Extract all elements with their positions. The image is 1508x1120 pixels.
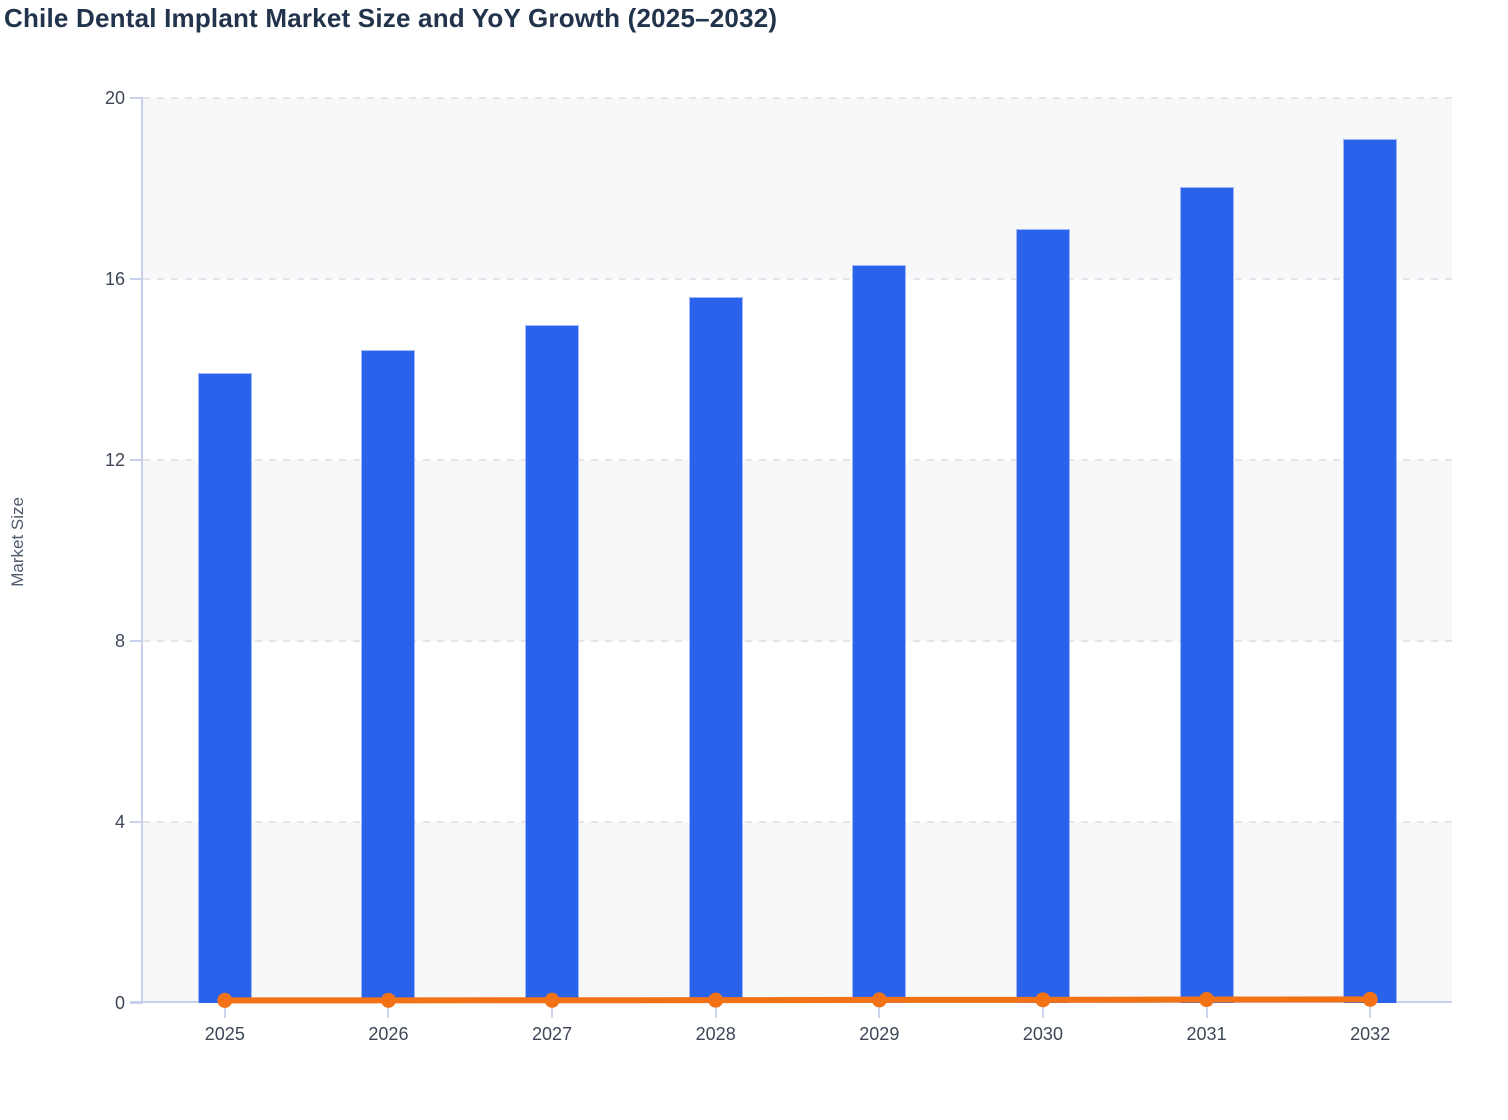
y-tick-label: 16: [104, 269, 125, 289]
gridline-y-16: [143, 278, 1452, 280]
y-tick: [130, 640, 143, 642]
yoy-growth-marker: [1035, 992, 1051, 1008]
bar-2029: [852, 264, 907, 1003]
yoy-growth-marker: [1199, 992, 1215, 1008]
bar-2025: [197, 373, 252, 1003]
bar-2031: [1179, 186, 1234, 1003]
y-tick-label: 8: [114, 631, 125, 651]
y-tick: [130, 1002, 143, 1004]
plot-band: [143, 822, 1452, 1003]
y-axis-title: Market Size: [8, 497, 27, 587]
x-tick: [387, 1003, 390, 1018]
gridline-y-20: [143, 97, 1452, 99]
yoy-growth-path: [221, 996, 1374, 1004]
bar-2026: [361, 350, 416, 1003]
yoy-growth-marker: [708, 992, 724, 1008]
x-tick-label: 2032: [1350, 1024, 1391, 1044]
yoy-growth-marker: [380, 992, 396, 1008]
x-tick-label: 2029: [859, 1024, 900, 1044]
x-tick-label: 2030: [1022, 1024, 1063, 1044]
y-tick: [130, 97, 143, 99]
x-tick-label: 2031: [1186, 1024, 1227, 1044]
yoy-growth-marker: [1362, 991, 1378, 1007]
bar-2030: [1015, 229, 1070, 1003]
y-tick: [130, 821, 143, 823]
bar-2028: [688, 297, 743, 1003]
yoy-growth-marker: [217, 992, 233, 1008]
plot-area: 0 4 8 12 16 20 2025 2026 2027 2028 2029 2030 2031 203…: [105, 88, 1452, 1044]
gridline-y-12: [143, 459, 1452, 461]
x-tick: [551, 1003, 554, 1018]
y-tick: [130, 278, 143, 280]
x-tick: [878, 1003, 881, 1018]
gridline-y-4: [143, 821, 1452, 823]
x-tick: [1205, 1003, 1208, 1018]
y-tick-label: 12: [104, 450, 125, 470]
x-tick-label: 2028: [695, 1024, 736, 1044]
y-axis-line: [141, 98, 143, 1003]
y-tick-label: 4: [114, 812, 125, 832]
yoy-growth-marker: [544, 992, 560, 1008]
x-tick: [1041, 1003, 1044, 1018]
x-tick: [223, 1003, 226, 1018]
x-tick-label: 2025: [204, 1024, 245, 1044]
plot-band: [143, 98, 1452, 279]
x-tick-label: 2026: [368, 1024, 409, 1044]
bar-2032: [1343, 138, 1398, 1003]
yoy-growth-line: [217, 991, 1378, 1008]
x-tick: [1369, 1003, 1372, 1018]
gridline-y-8: [143, 640, 1452, 642]
plot-band: [143, 460, 1452, 641]
bar-2027: [525, 325, 580, 1003]
x-tick-label: 2027: [532, 1024, 573, 1044]
y-tick-label: 0: [114, 993, 125, 1013]
y-tick: [130, 459, 143, 461]
chart-title: Chile Dental Implant Market Size and YoY…: [4, 3, 778, 33]
y-tick-label: 20: [104, 88, 125, 108]
x-tick: [714, 1003, 717, 1018]
yoy-growth-marker: [871, 992, 887, 1008]
